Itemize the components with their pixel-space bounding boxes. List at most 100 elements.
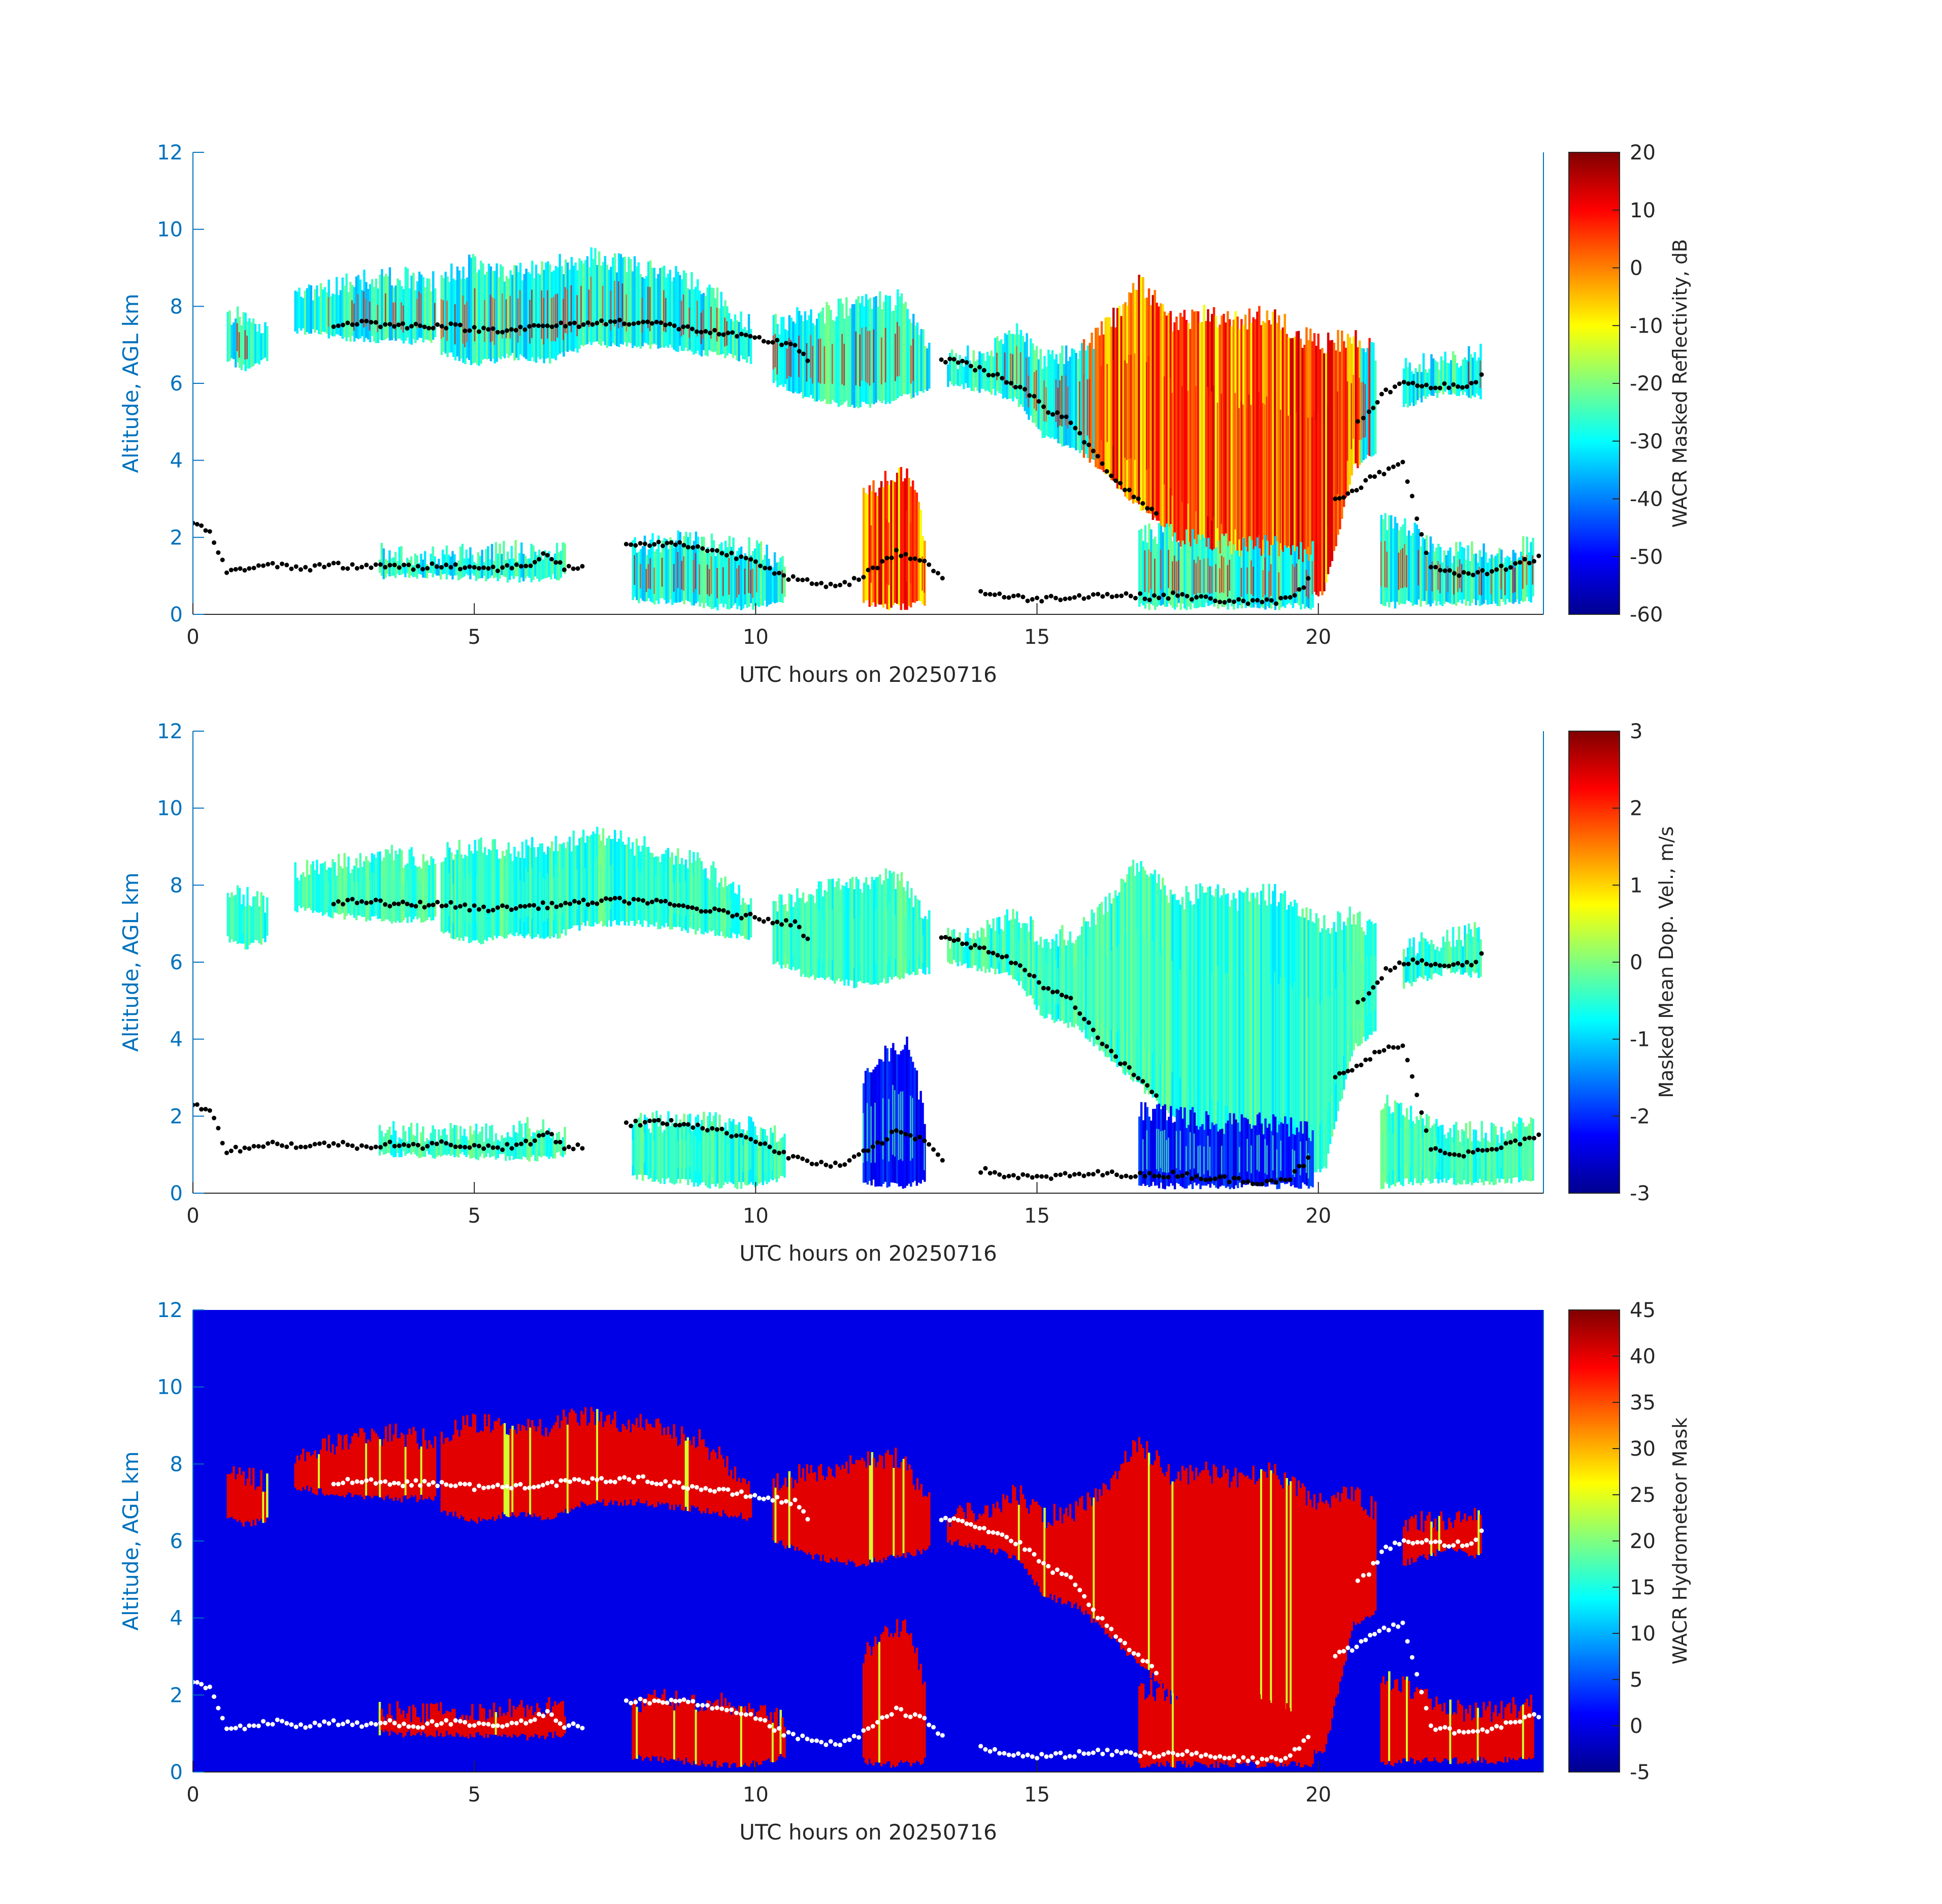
cloud-column — [1295, 903, 1298, 1181]
cloud-column — [1260, 891, 1263, 1171]
cloud-base-marker — [422, 324, 427, 330]
cloud-base-marker — [1366, 1572, 1371, 1577]
x-tick-label: 5 — [468, 1783, 480, 1807]
cloud-column — [720, 877, 722, 932]
cloud-column — [1485, 1710, 1487, 1760]
cloud-column — [1272, 545, 1275, 605]
cloud-column — [1372, 342, 1375, 456]
cloud-base-marker — [1138, 591, 1143, 596]
cloud-column — [826, 891, 828, 978]
cloud-base-marker — [956, 937, 961, 942]
cloud-column — [1311, 1721, 1314, 1764]
cloud-core — [1173, 555, 1175, 595]
cloud-base-marker — [434, 1141, 439, 1146]
cloud-base-marker — [1096, 1748, 1101, 1753]
cloud-base-marker — [973, 1524, 978, 1529]
cloud-column — [632, 540, 634, 600]
cloud-base-marker — [889, 1712, 894, 1717]
cloud-column — [924, 346, 927, 390]
cloud-base-marker — [1131, 1072, 1136, 1077]
cloud-base-marker — [758, 1141, 763, 1146]
cloud-column — [1313, 1494, 1316, 1750]
cloud-column — [394, 1720, 397, 1733]
cloud-column — [1254, 1484, 1257, 1754]
cloud-column — [1471, 357, 1474, 396]
cloud-column — [884, 1453, 887, 1560]
cloud-column — [397, 1438, 399, 1501]
cloud-base-marker — [767, 566, 772, 571]
cloud-column — [572, 830, 575, 926]
cloud-core — [1453, 570, 1455, 595]
cloud-column — [1471, 936, 1474, 972]
cloud-base-marker — [1475, 570, 1480, 575]
cloud-column — [1191, 1692, 1194, 1766]
cloud-column — [1445, 555, 1448, 602]
cloud-core — [1281, 978, 1283, 1120]
cloud-column — [1418, 1689, 1420, 1761]
cloud-base-marker — [1494, 1724, 1499, 1729]
cloud-base-marker — [519, 1718, 524, 1723]
cloud-column — [1154, 290, 1156, 518]
cloud-column — [1238, 556, 1241, 606]
cloud-base-marker — [748, 334, 753, 339]
cloud-column — [1215, 1690, 1217, 1761]
data-layer — [193, 827, 1541, 1190]
cloud-base-marker — [734, 334, 739, 339]
cloud-core — [710, 885, 712, 918]
cloud-core — [466, 302, 468, 342]
cloud-base-marker — [1025, 598, 1030, 603]
cloud-base-marker — [1122, 1061, 1127, 1066]
cloud-column — [1197, 311, 1200, 558]
cloud-base-marker — [788, 923, 793, 928]
cloud-column — [1286, 547, 1289, 605]
cloud-base-marker — [518, 324, 523, 330]
cloud-column — [412, 1427, 415, 1497]
cloud-column — [539, 1419, 542, 1516]
cloud-base-marker — [425, 1721, 430, 1726]
cloud-column — [730, 1715, 733, 1765]
cloud-column — [1518, 1711, 1521, 1758]
cloud-base-marker — [1359, 1639, 1364, 1644]
cloud-column — [1278, 1124, 1280, 1189]
cloud-column — [1134, 1441, 1137, 1659]
cloud-base-marker — [899, 1706, 904, 1712]
cloud-core — [1258, 391, 1260, 535]
cloud-column — [688, 1440, 691, 1512]
cloud-base-marker — [387, 563, 392, 568]
cloud-column — [388, 1424, 391, 1499]
cloud-base-marker — [545, 1481, 550, 1486]
cloud-column — [1203, 893, 1205, 1143]
cloud-base-marker — [193, 1680, 195, 1685]
cloud-base-marker — [659, 899, 664, 904]
cloud-base-marker — [1122, 1640, 1127, 1646]
cloud-column — [1402, 368, 1405, 407]
cloud-core — [1191, 974, 1193, 1090]
cloud-base-marker — [557, 1721, 563, 1726]
cloud-column — [782, 317, 785, 387]
cloud-base-marker — [1361, 997, 1366, 1002]
cloud-column — [1469, 354, 1472, 399]
cloud-column — [994, 338, 997, 396]
cloud-base-marker — [814, 1738, 819, 1743]
cloud-base-marker — [509, 1720, 514, 1725]
cloud-base-marker — [1354, 488, 1359, 493]
cloud-base-marker — [1494, 567, 1499, 572]
cloud-core — [377, 305, 379, 333]
cloud-column — [1104, 896, 1107, 1057]
cloud-base-marker — [1461, 570, 1466, 575]
cloud-column — [1441, 562, 1444, 606]
cloud-core — [337, 872, 339, 903]
cloud-column — [1128, 867, 1131, 1075]
cloud-column — [1348, 1499, 1351, 1638]
cloud-column — [1215, 1124, 1217, 1188]
cloud-base-marker — [1283, 1756, 1288, 1761]
cloud-column — [619, 1432, 622, 1502]
cloud-base-marker — [861, 575, 866, 580]
cloud-core — [1187, 390, 1189, 504]
cloud-core — [482, 880, 483, 926]
cloud-base-marker — [463, 565, 468, 570]
cloud-base-marker — [617, 896, 622, 901]
cloud-column — [1006, 909, 1009, 972]
cloud-base-marker — [772, 571, 777, 576]
cloud-base-marker — [405, 1479, 410, 1484]
